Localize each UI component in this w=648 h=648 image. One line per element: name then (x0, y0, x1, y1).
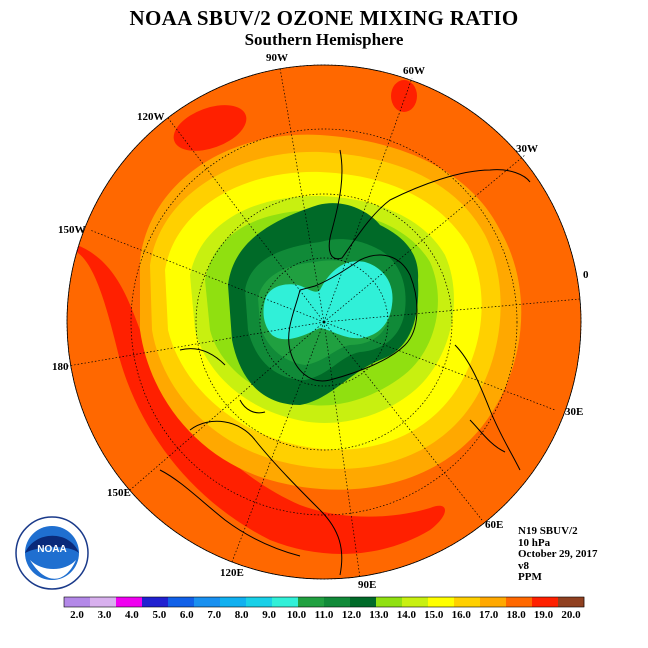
colorbar-swatch (90, 597, 117, 607)
lon-label-120w: 120W (137, 111, 165, 123)
lon-label-120e: 120E (220, 567, 244, 579)
colorbar-swatch (324, 597, 351, 607)
info-panel: N19 SBUV/2 10 hPa October 29, 2017 v8 PP… (518, 525, 598, 584)
colorbar-swatch (454, 597, 481, 607)
colorbar-swatch (376, 597, 403, 607)
coastlines (159, 149, 531, 576)
observation-date: October 29, 2017 (518, 548, 598, 561)
lon-label-90w: 90W (266, 52, 288, 64)
colorbar-tick-label: 10.0 (287, 609, 307, 621)
colorbar-swatch (220, 597, 247, 607)
colorbar-tick-label: 15.0 (424, 609, 444, 621)
map-boundary (66, 64, 582, 580)
lon-label-30e: 30E (565, 406, 583, 418)
map-subtitle: Southern Hemisphere (244, 30, 404, 49)
colorbar-border (63, 596, 585, 608)
colorbar-tick-label: 19.0 (534, 609, 554, 621)
lon-label-60w: 60W (403, 65, 425, 77)
colorbar-tick-label: 16.0 (452, 609, 472, 621)
colorbar-swatch (428, 597, 455, 607)
colorbar-tick-label: 9.0 (262, 609, 276, 621)
pressure-level: 10 hPa (518, 536, 551, 549)
colorbar-tick-label: 12.0 (342, 609, 362, 621)
colorbar-swatch (246, 597, 273, 607)
colorbar-tick-label: 18.0 (506, 609, 526, 621)
longitude-labels: 0 30E 60E 90E 120E 150E 180 150W 120W 90… (52, 52, 589, 591)
colorbar-swatch (532, 597, 559, 607)
lon-label-60e: 60E (485, 519, 503, 531)
data-version: v8 (518, 559, 529, 572)
lon-label-90e: 90E (358, 579, 376, 591)
colorbar-swatch (168, 597, 195, 607)
colorbar-tick-label: 20.0 (561, 609, 581, 621)
colorbar-tick-label: 7.0 (207, 609, 221, 621)
colorbar: 2.0 3.0 4.0 5.0 6.0 7.0 8.0 9.0 10.0 11.0 12.0 13.0… (63, 596, 585, 621)
colorbar-swatch (402, 597, 429, 607)
lon-label-150w: 150W (58, 224, 86, 236)
colorbar-tick-label: 8.0 (235, 609, 249, 621)
colorbar-tick-label: 11.0 (315, 609, 334, 621)
colorbar-swatch (142, 597, 169, 607)
colorbar-tick-label: 14.0 (397, 609, 417, 621)
noaa-logo-text: NOAA (37, 544, 66, 555)
lon-label-0: 0 (583, 269, 589, 281)
map-title: NOAA SBUV/2 OZONE MIXING RATIO (129, 6, 519, 30)
colorbar-tick-label: 2.0 (70, 609, 84, 621)
lon-label-30w: 30W (516, 143, 538, 155)
colorbar-swatch (350, 597, 377, 607)
colorbar-tick-label: 4.0 (125, 609, 139, 621)
colorbar-tick-label: 6.0 (180, 609, 194, 621)
units-label: PPM (518, 571, 542, 584)
noaa-logo: NOAA (15, 516, 89, 590)
instrument-label: N19 SBUV/2 (518, 525, 578, 537)
colorbar-tick-label: 3.0 (98, 609, 112, 621)
colorbar-swatch (116, 597, 143, 607)
colorbar-swatch (194, 597, 221, 607)
lon-label-180: 180 (52, 361, 69, 373)
colorbar-tick-label: 17.0 (479, 609, 499, 621)
colorbar-swatch (558, 597, 585, 607)
colorbar-swatch (480, 597, 507, 607)
colorbar-tick-label: 13.0 (369, 609, 389, 621)
colorbar-tick-label: 5.0 (152, 609, 166, 621)
ozone-field (67, 65, 581, 579)
colorbar-swatch (64, 597, 91, 607)
colorbar-swatch (506, 597, 533, 607)
lon-label-150e: 150E (107, 487, 131, 499)
colorbar-swatch (298, 597, 325, 607)
colorbar-swatch (272, 597, 299, 607)
